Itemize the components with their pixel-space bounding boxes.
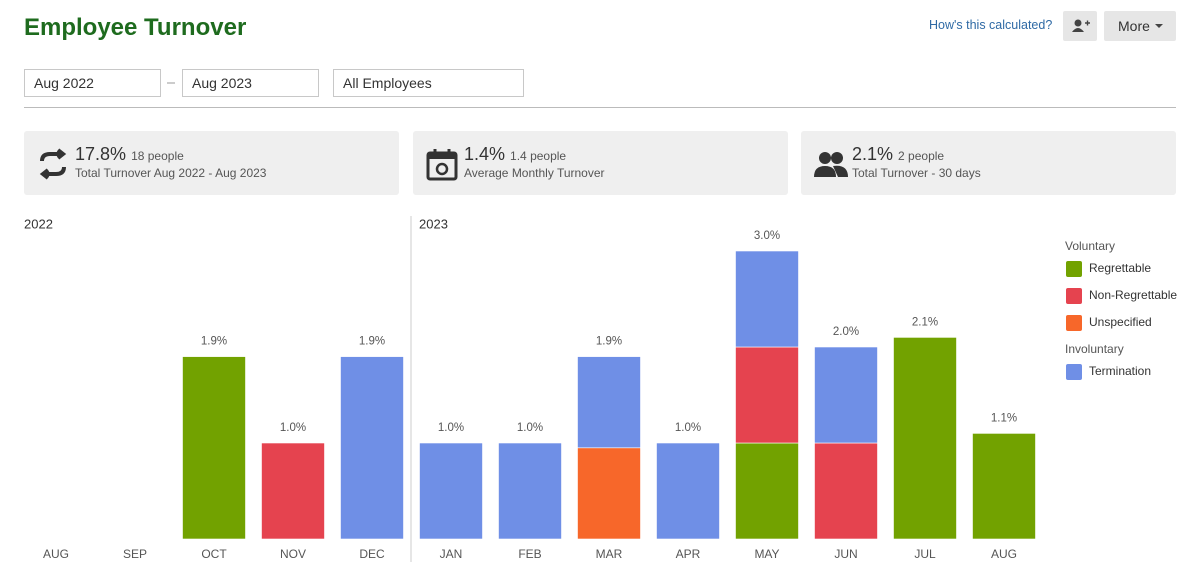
x-tick-label: AUG [43,547,69,561]
x-tick-label: JUL [914,547,936,561]
total-label: 1.1% [991,412,1017,424]
legend-group: Involuntary [1065,342,1124,356]
group-select[interactable]: All Employees [333,69,524,97]
bar-segment [735,250,799,348]
bar-segment [814,346,878,444]
x-tick-label: SEP [123,547,147,561]
bar-segment [419,442,483,540]
bar-segment [577,356,641,449]
stat-label: Total Turnover - 30 days [852,166,981,180]
total-label: 2.0% [833,326,859,338]
stat-detail: 1.4 people [510,149,567,163]
total-label: 1.0% [517,422,543,434]
stat-card: 17.8% 18 people Total Turnover Aug 2022 … [24,131,399,195]
x-tick-label: AUG [991,547,1017,561]
bar-segment [340,356,404,540]
x-tick-label: APR [676,547,701,561]
legend-swatch [1066,364,1082,380]
bar-segment [735,442,799,540]
bar-segment [656,442,720,540]
stat-detail: 18 people [131,149,184,163]
legend-swatch [1066,315,1082,331]
add-user-button[interactable] [1063,11,1097,41]
x-tick-label: JAN [440,547,463,561]
dropdown-arrow [1155,24,1163,28]
bar-segment [577,447,641,540]
stat-percent: 1.4% [464,144,506,164]
x-tick-label: MAY [754,547,779,561]
legend-label: Regrettable [1089,261,1151,275]
legend-group: Voluntary [1065,239,1115,253]
stat-label: Average Monthly Turnover [464,166,605,180]
legend-label: Unspecified [1089,315,1152,329]
more-button[interactable]: More [1104,11,1176,41]
total-label: 1.0% [675,422,701,434]
range-separator [167,82,175,84]
bar-segment [182,356,246,540]
calendar-icon [426,149,458,181]
x-tick-label: FEB [518,547,541,561]
stat-value: 1.4% 1.4 people [464,144,566,165]
year-label: 2023 [419,216,448,231]
chart: 2022 2023 AUG SEP 1.9% OCT 1.0% NOV 1.9% DEC 1.0… [24,216,1177,562]
people-icon [814,152,848,177]
year-label: 2022 [24,216,53,231]
legend-swatch [1066,288,1082,304]
bar-segment [814,442,878,540]
x-tick-label: JUN [834,547,857,561]
total-label: 1.0% [280,422,306,434]
legend-label: Non-Regrettable [1089,288,1177,302]
page-title: Employee Turnover [24,14,247,41]
total-label: 3.0% [754,230,780,242]
bar-segment [735,346,799,444]
stat-label: Total Turnover Aug 2022 - Aug 2023 [75,166,267,180]
x-tick-label: NOV [280,547,306,561]
x-tick-label: DEC [359,547,385,561]
bar-segment [893,337,957,540]
stat-card: 1.4% 1.4 people Average Monthly Turnover [413,131,788,195]
stat-card: 2.1% 2 people Total Turnover - 30 days [801,131,1176,195]
more-label: More [1118,18,1150,34]
add-user-icon [1072,19,1090,32]
stat-detail: 2 people [898,149,945,163]
start-date-input[interactable]: Aug 2022 [24,69,161,97]
divider [24,107,1176,108]
end-date-input[interactable]: Aug 2023 [182,69,319,97]
bar-segment [498,442,562,540]
help-link[interactable]: How's this calculated? [929,18,1053,32]
stat-value: 2.1% 2 people [852,144,944,165]
stat-percent: 2.1% [852,144,894,164]
legend-label: Termination [1089,364,1151,378]
turnover-icon [39,148,67,180]
x-tick-label: OCT [201,547,227,561]
total-label: 1.0% [438,422,464,434]
bar-segment [972,433,1036,540]
stat-value: 17.8% 18 people [75,144,184,165]
legend-swatch [1066,261,1082,277]
total-label: 1.9% [596,336,622,348]
stat-percent: 17.8% [75,144,127,164]
total-label: 1.9% [201,336,227,348]
bar-segment [261,442,325,540]
total-label: 1.9% [359,336,385,348]
total-label: 2.1% [912,316,938,328]
x-tick-label: MAR [596,547,623,561]
